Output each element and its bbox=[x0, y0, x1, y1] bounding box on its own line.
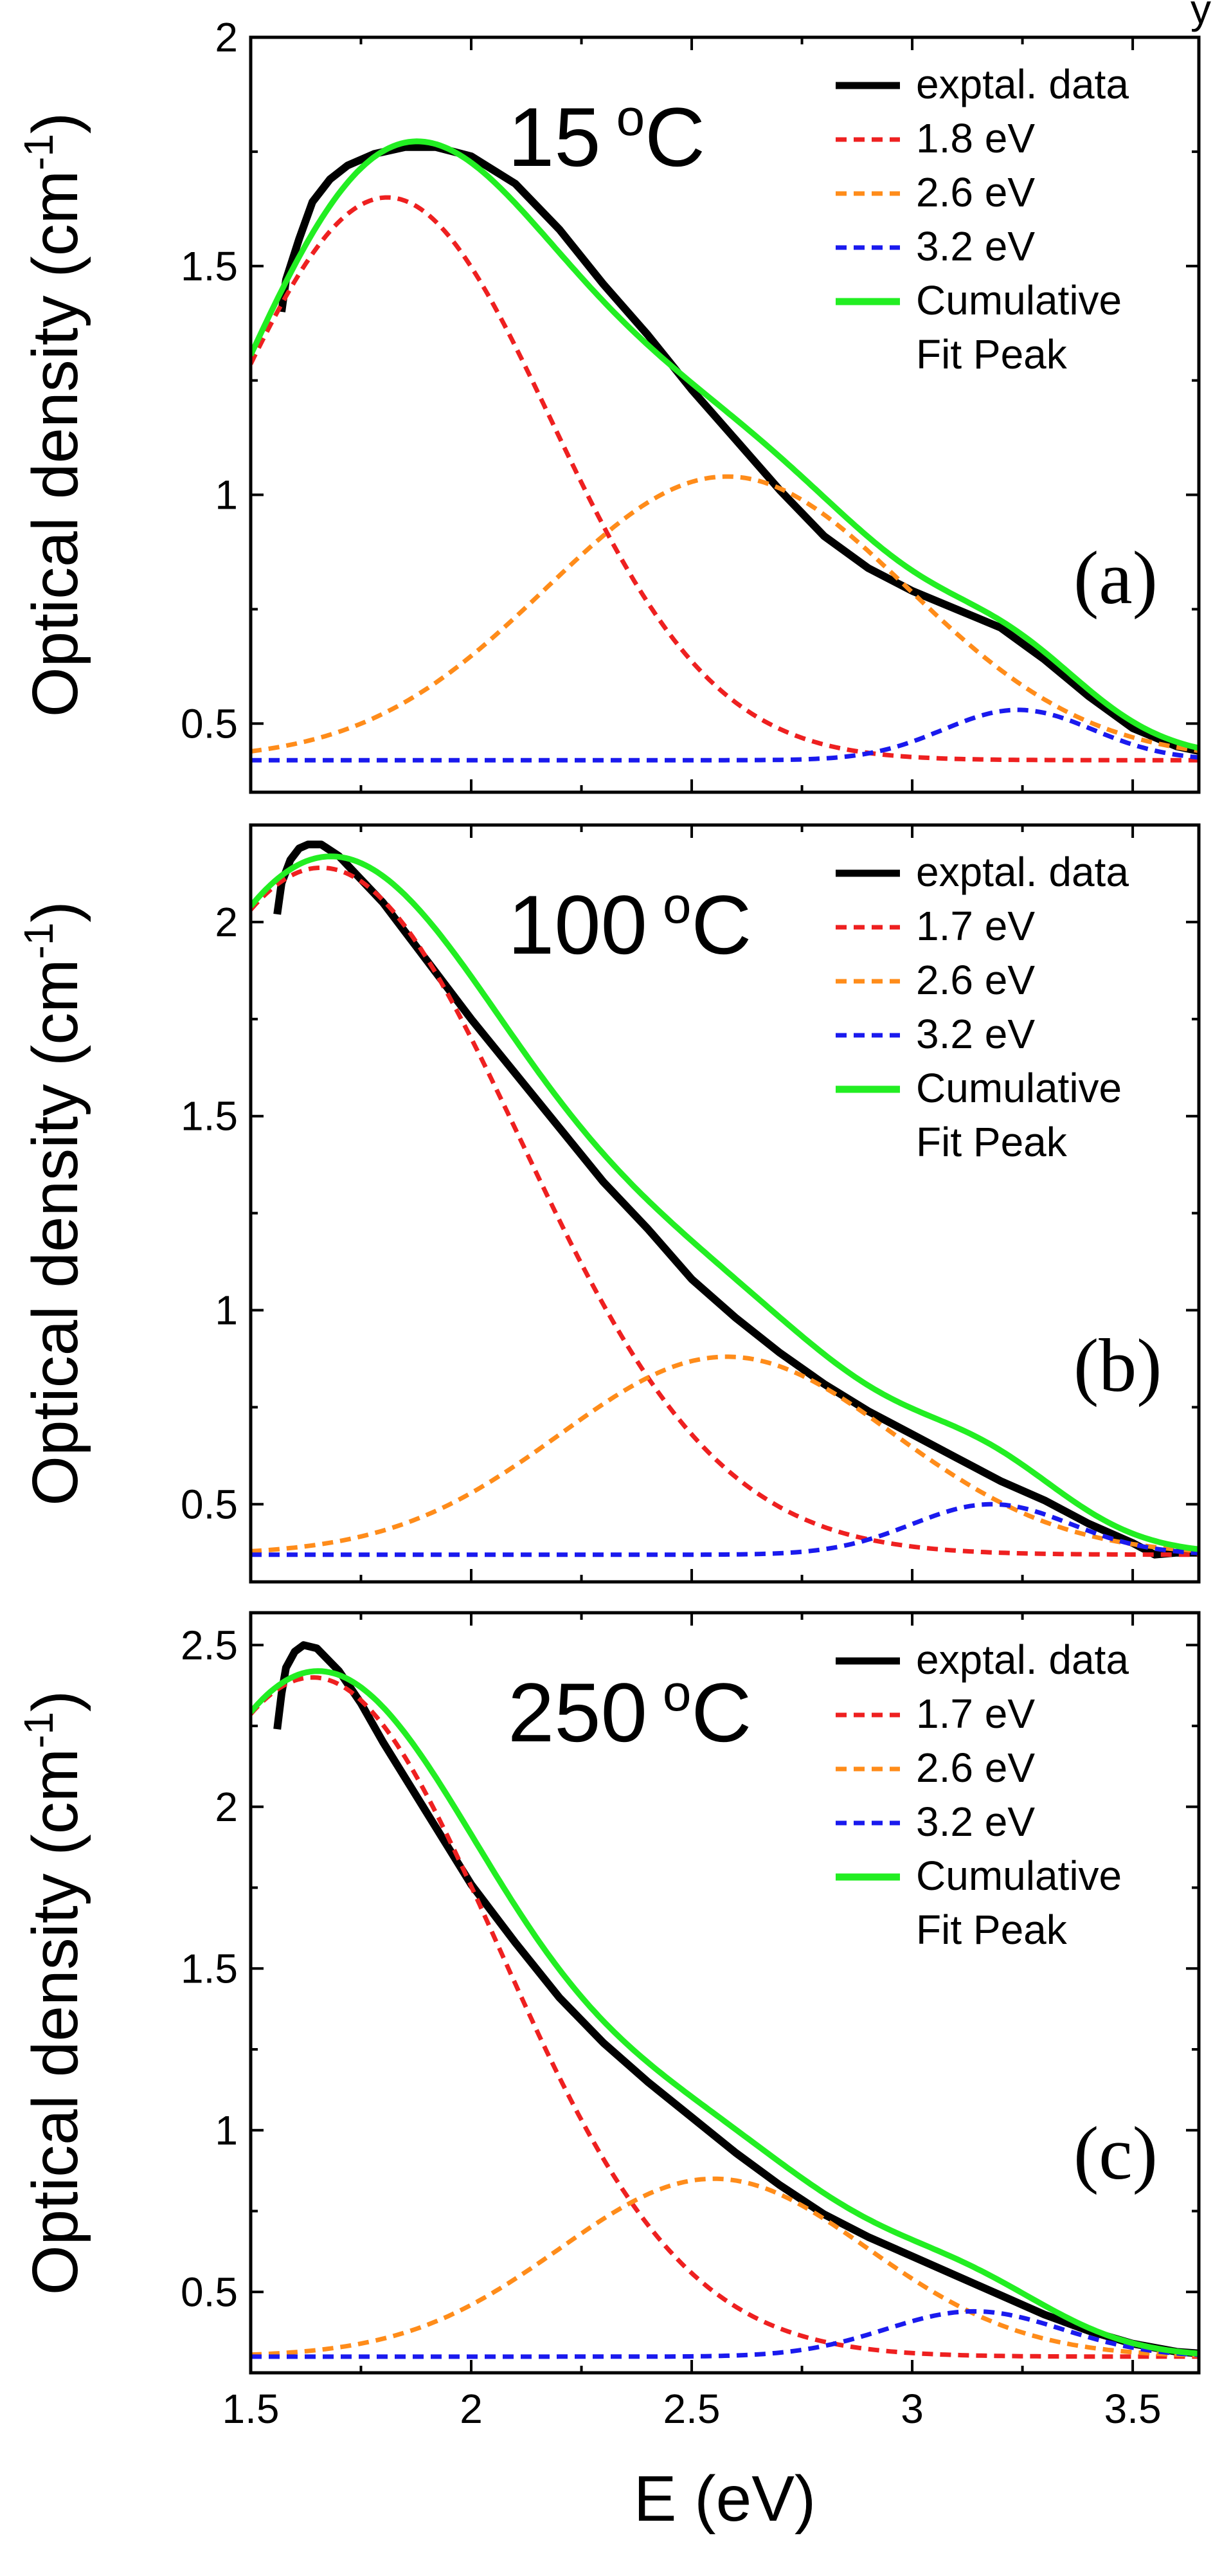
y-axis-label: Optical density (cm-1) bbox=[15, 1691, 91, 2295]
series-experimental-data bbox=[273, 840, 1199, 1559]
temperature-unit: C bbox=[691, 1665, 751, 1759]
series-peak-2 bbox=[251, 474, 1199, 754]
degree-superscript: o bbox=[663, 1664, 692, 1721]
panel-label: (c) bbox=[1074, 2111, 1158, 2195]
x-tick-label: 3 bbox=[901, 2386, 924, 2432]
legend: exptal. data 1.8 eV 2.6 eV 3.2 eV Cumulative… bbox=[836, 61, 1129, 377]
y-axis-label-superscript: -1 bbox=[15, 923, 62, 959]
legend-label: 3.2 eV bbox=[916, 223, 1035, 269]
degree-superscript: o bbox=[616, 89, 645, 146]
legend-label-2: Fit Peak bbox=[916, 1119, 1068, 1165]
temperature-unit: C bbox=[691, 878, 751, 972]
temperature-label: 15 oC bbox=[508, 89, 705, 184]
legend-label: 3.2 eV bbox=[916, 1799, 1035, 1845]
corner-mark: y bbox=[1191, 0, 1211, 32]
series-peak-3 bbox=[251, 707, 1199, 763]
y-tick-label: 2 bbox=[215, 14, 238, 60]
y-axis-label-text: Optical density (cm bbox=[19, 170, 91, 717]
legend-label: Cumulative bbox=[916, 1065, 1122, 1111]
y-axis-label-close: ) bbox=[19, 1691, 91, 1712]
y-axis-label-close: ) bbox=[19, 113, 91, 134]
series-peak-1 bbox=[251, 1675, 1199, 2359]
plot-frame bbox=[249, 823, 1201, 1584]
temperature-unit: C bbox=[645, 90, 705, 184]
y-tick-label: 0.5 bbox=[181, 1481, 238, 1527]
y-axis-label-text: Optical density (cm bbox=[19, 959, 91, 1505]
x-axis-label: E (eV) bbox=[634, 2463, 816, 2535]
panel-c: Optical density (cm-1) 0.5 1 1.5 2 2.5 1.5 2 2.5… bbox=[15, 1611, 1201, 2535]
plot-area bbox=[251, 840, 1199, 1559]
series-peak-1 bbox=[251, 865, 1199, 1557]
y-tick-label: 0.5 bbox=[181, 2269, 238, 2315]
panel-label: (b) bbox=[1074, 1323, 1162, 1408]
legend-label-2: Fit Peak bbox=[916, 1907, 1068, 1953]
plot-area bbox=[251, 138, 1199, 763]
legend-label: Cumulative bbox=[916, 277, 1122, 323]
y-tick-label: 2 bbox=[215, 899, 238, 945]
series-experimental-data bbox=[278, 143, 1199, 755]
y-axis-label-close: ) bbox=[19, 901, 91, 922]
legend-label: 2.6 eV bbox=[916, 957, 1035, 1003]
x-tick-label: 2.5 bbox=[663, 2386, 721, 2432]
y-tick-label: 1 bbox=[215, 472, 238, 518]
series-peak-3 bbox=[251, 2308, 1199, 2359]
temperature-value: 100 bbox=[508, 878, 647, 972]
series-cumulative-fit bbox=[251, 1668, 1199, 2357]
y-axis-label-superscript: -1 bbox=[15, 1712, 62, 1748]
legend-label: 1.7 eV bbox=[916, 1691, 1035, 1737]
series-peak-2 bbox=[251, 2176, 1199, 2358]
y-tick-label: 1 bbox=[215, 1287, 238, 1333]
legend-label: 2.6 eV bbox=[916, 169, 1035, 215]
legend-label: Cumulative bbox=[916, 1853, 1122, 1899]
temperature-label: 250 oC bbox=[508, 1664, 751, 1759]
panel-a: Optical density (cm-1) 0.5 1 1.5 2 15 oCexptal… bbox=[15, 14, 1201, 794]
legend-label: 2.6 eV bbox=[916, 1745, 1035, 1791]
legend-label: 1.7 eV bbox=[916, 903, 1035, 949]
temperature-value: 15 bbox=[508, 90, 601, 184]
legend-label: exptal. data bbox=[916, 61, 1129, 107]
legend: exptal. data 1.7 eV 2.6 eV 3.2 eV Cumulative… bbox=[836, 849, 1129, 1165]
y-axis-label: Optical density (cm-1) bbox=[15, 113, 91, 717]
y-axis-label-text: Optical density (cm bbox=[19, 1748, 91, 2295]
temperature-label: 100 oC bbox=[508, 876, 751, 972]
y-axis-label: Optical density (cm-1) bbox=[15, 901, 91, 1505]
panel-b: Optical density (cm-1) 0.5 1 1.5 2 100 oCexpta… bbox=[15, 823, 1201, 1584]
plot-frame bbox=[249, 35, 1201, 794]
legend: exptal. data 1.7 eV 2.6 eV 3.2 eV Cumulative… bbox=[836, 1637, 1129, 1953]
series-experimental-data bbox=[273, 1641, 1199, 2357]
y-tick-label: 1.5 bbox=[181, 1093, 238, 1139]
panel-label: (a) bbox=[1074, 536, 1158, 620]
series-cumulative-fit bbox=[251, 853, 1199, 1552]
legend-label: exptal. data bbox=[916, 1637, 1129, 1683]
y-tick-label: 0.5 bbox=[181, 700, 238, 747]
x-tick-label: 2 bbox=[460, 2386, 483, 2432]
temperature-value: 250 bbox=[508, 1665, 647, 1759]
y-tick-label: 2.5 bbox=[181, 1622, 238, 1668]
plot-area bbox=[251, 1641, 1199, 2359]
legend-label-2: Fit Peak bbox=[916, 331, 1068, 377]
plot-frame bbox=[249, 1611, 1201, 2375]
series-cumulative-fit bbox=[251, 138, 1199, 751]
series-peak-3 bbox=[251, 1501, 1199, 1557]
y-axis-label-superscript: -1 bbox=[15, 134, 62, 170]
legend-label: 3.2 eV bbox=[916, 1011, 1035, 1057]
y-tick-label: 1 bbox=[215, 2107, 238, 2154]
x-tick-label: 1.5 bbox=[222, 2386, 280, 2432]
y-tick-label: 2 bbox=[215, 1784, 238, 1830]
legend-label: exptal. data bbox=[916, 849, 1129, 895]
legend-label: 1.8 eV bbox=[916, 115, 1035, 161]
y-tick-label: 1.5 bbox=[181, 243, 238, 289]
degree-superscript: o bbox=[663, 876, 692, 934]
x-tick-label: 3.5 bbox=[1104, 2386, 1162, 2432]
series-peak-1 bbox=[251, 195, 1199, 763]
y-tick-label: 1.5 bbox=[181, 1945, 238, 1991]
series-peak-2 bbox=[251, 1354, 1199, 1554]
